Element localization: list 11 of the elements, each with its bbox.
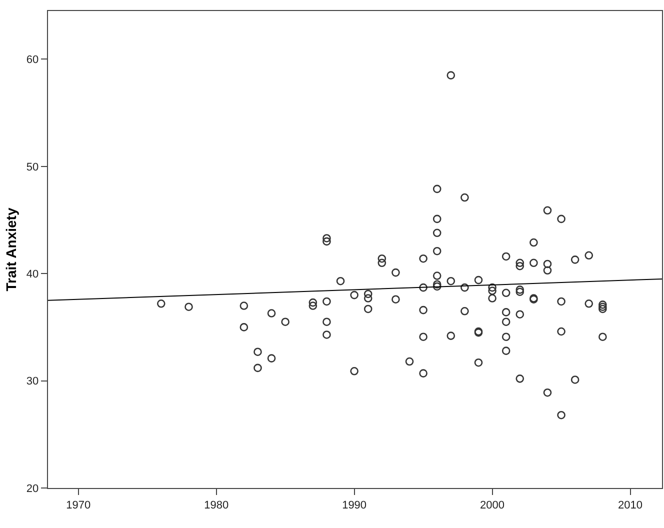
- y-axis-title: Trait Anxiety: [3, 208, 19, 292]
- x-tick-label: 1980: [204, 499, 229, 512]
- x-tick-label: 2010: [618, 499, 643, 512]
- y-tick-label: 20: [26, 482, 39, 495]
- x-tick-label: 1970: [66, 499, 91, 512]
- x-tick-label: 2000: [480, 499, 505, 512]
- y-tick-label: 60: [26, 54, 39, 66]
- y-tick-label: 30: [26, 376, 39, 388]
- y-tick-label: 50: [26, 161, 39, 174]
- y-tick-label: 40: [26, 268, 39, 280]
- x-tick-label: 1990: [342, 499, 367, 512]
